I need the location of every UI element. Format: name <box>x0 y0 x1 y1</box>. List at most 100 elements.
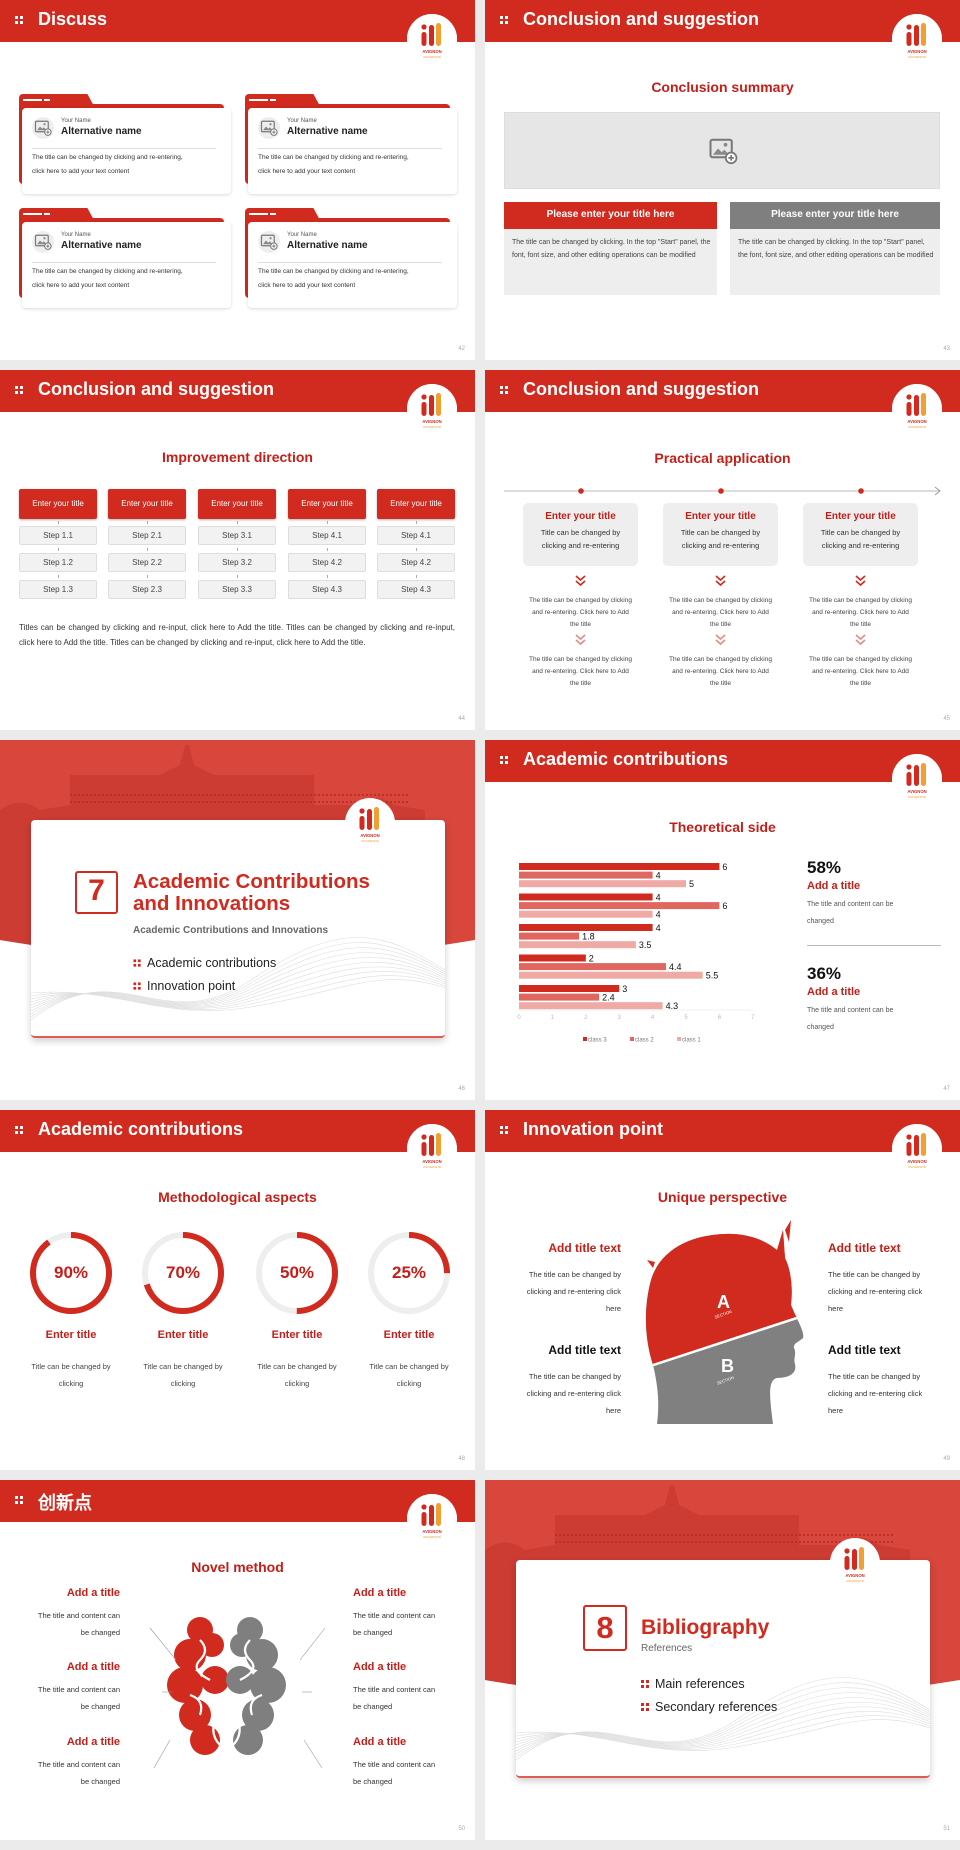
step-connector <box>57 521 59 524</box>
left-title: Add a title <box>66 1587 120 1599</box>
step-label: Step 1.2 <box>43 558 73 567</box>
step-connector <box>326 548 328 551</box>
tab-line <box>249 99 265 101</box>
column-title-button[interactable] <box>19 489 97 519</box>
ring-percent: 90% <box>53 1263 89 1282</box>
avatar <box>258 231 280 253</box>
ring-percent: 25% <box>391 1263 427 1282</box>
stat-text: The title and content can be changed <box>807 901 894 925</box>
column-title-button[interactable] <box>198 489 276 519</box>
left-text: The title can be changed by clicking and… <box>526 1372 621 1415</box>
profile-card[interactable]: Your Name Alternative name The title can b… <box>19 94 231 194</box>
application-card[interactable] <box>523 503 638 566</box>
slide-49[interactable]: Innovation point AVIGNON UNIVERSITÉ 49 Uniqu… <box>485 1110 960 1470</box>
card-text-line: click here to add your text content <box>32 168 130 175</box>
slide-42[interactable]: Discuss AVIGNON UNIVERSITÉ 42 Your Name Alter… <box>0 0 475 360</box>
slide-44[interactable]: Conclusion and suggestion AVIGNON UNIVERSI… <box>0 370 475 730</box>
card-body: Your Name Alternative name The title can b… <box>248 108 457 194</box>
slide-47[interactable]: Academic contributions AVIGNON UNIVERSITÉ 4… <box>485 740 960 1100</box>
box-title-bar <box>504 202 717 229</box>
card-divider <box>258 148 442 149</box>
column-title-button[interactable] <box>288 489 366 519</box>
step-box[interactable] <box>198 526 276 545</box>
image-placeholder[interactable] <box>504 112 940 189</box>
slide-43[interactable]: Conclusion and suggestion AVIGNON UNIVERSI… <box>485 0 960 360</box>
bar-value-label: 2.4 <box>602 993 615 1003</box>
step-box[interactable] <box>108 553 186 572</box>
brain-folds <box>189 1639 263 1746</box>
profile-card[interactable]: Your Name Alternative name The title can b… <box>19 208 231 308</box>
slide-45[interactable]: Conclusion and suggestion AVIGNON UNIVERSI… <box>485 370 960 730</box>
application-card[interactable] <box>663 503 778 566</box>
logo-wordmark: AVIGNON <box>907 419 926 424</box>
column-title-button[interactable] <box>377 489 455 519</box>
section-number: 7 <box>88 874 105 907</box>
slide-48[interactable]: Academic contributions AVIGNON UNIVERSITÉ 4… <box>0 1110 475 1470</box>
bar-class-1 <box>519 941 636 949</box>
step-column: Enter your title Step 4.1 Step 4.2 Step 4.3 <box>288 489 366 601</box>
section-a-sublabel: SECTION <box>714 1309 733 1320</box>
section-subtitle: Academic Contributions and Innovations <box>133 925 329 936</box>
card-body: Your Name Alternative name The title can b… <box>22 108 231 194</box>
slide-title: Conclusion and suggestion <box>38 379 275 399</box>
column-title-button[interactable] <box>108 489 186 519</box>
ring-title: Enter title <box>157 1329 209 1341</box>
step-box[interactable] <box>377 553 455 572</box>
step-box[interactable] <box>288 580 366 599</box>
bullet-dots-icon <box>641 1680 650 1689</box>
tab-line <box>44 99 50 101</box>
agenda-item: Main references <box>655 1677 745 1691</box>
stat-title: Add a title <box>807 880 861 892</box>
card-name: Alternative name <box>287 240 368 251</box>
step-box[interactable] <box>198 553 276 572</box>
bar-class-1 <box>519 1002 663 1010</box>
logo-subline: UNIVERSITÉ <box>908 54 926 59</box>
step-box[interactable] <box>288 526 366 545</box>
card-title: Enter your title <box>545 511 616 522</box>
slide-50[interactable]: 创新点 AVIGNON UNIVERSITÉ 50 Novel method Add a … <box>0 1480 475 1840</box>
step-box[interactable] <box>377 526 455 545</box>
agenda-item: Academic contributions <box>147 956 277 970</box>
box-body <box>504 229 717 295</box>
page-number: 46 <box>458 1086 465 1092</box>
page-number: 42 <box>458 346 465 352</box>
step-label: Step 2.1 <box>132 531 162 540</box>
slide-46[interactable]: AVIGNON UNIVERSITÉ 7 Academic Contributions… <box>0 740 475 1100</box>
section-divider <box>645 1310 804 1373</box>
card-title: Enter your title <box>825 511 896 522</box>
slide-title: Academic contributions <box>38 1119 244 1139</box>
connector-line <box>149 1627 177 1661</box>
section-number: 8 <box>596 1610 614 1645</box>
step-box[interactable] <box>198 580 276 599</box>
right-title: Add a title <box>353 1736 407 1748</box>
step-box[interactable] <box>288 553 366 572</box>
left-title: Add a title <box>66 1661 120 1673</box>
brain-left-lobe <box>201 1666 229 1694</box>
step-connector <box>415 548 417 551</box>
university-logo: AVIGNON UNIVERSITÉ <box>892 1124 942 1174</box>
step-box[interactable] <box>377 580 455 599</box>
image-placeholder-icon <box>260 120 278 136</box>
x-tick-label: 5 <box>684 1015 688 1021</box>
slide-header: Conclusion and suggestion <box>485 0 960 42</box>
slide-51[interactable]: AVIGNON UNIVERSITÉ 8 Bibliography References… <box>485 1480 960 1840</box>
bullet-dots-icon <box>500 756 509 765</box>
slide-title: 创新点 <box>38 1493 92 1513</box>
legend-label: class 2 <box>635 1038 654 1044</box>
step-box[interactable] <box>19 553 97 572</box>
step-box[interactable] <box>108 526 186 545</box>
profile-card[interactable]: Your Name Alternative name The title can b… <box>245 208 457 308</box>
connector-line <box>153 1739 171 1769</box>
application-card[interactable] <box>803 503 918 566</box>
tab-line <box>44 213 50 215</box>
double-chevron-down-icon <box>715 634 726 646</box>
bar-value-label: 2 <box>589 954 594 964</box>
step-box[interactable] <box>19 580 97 599</box>
step-box[interactable] <box>108 580 186 599</box>
bar-class-3 <box>519 985 620 992</box>
step-box[interactable] <box>19 526 97 545</box>
profile-card[interactable]: Your Name Alternative name The title can b… <box>245 94 457 194</box>
